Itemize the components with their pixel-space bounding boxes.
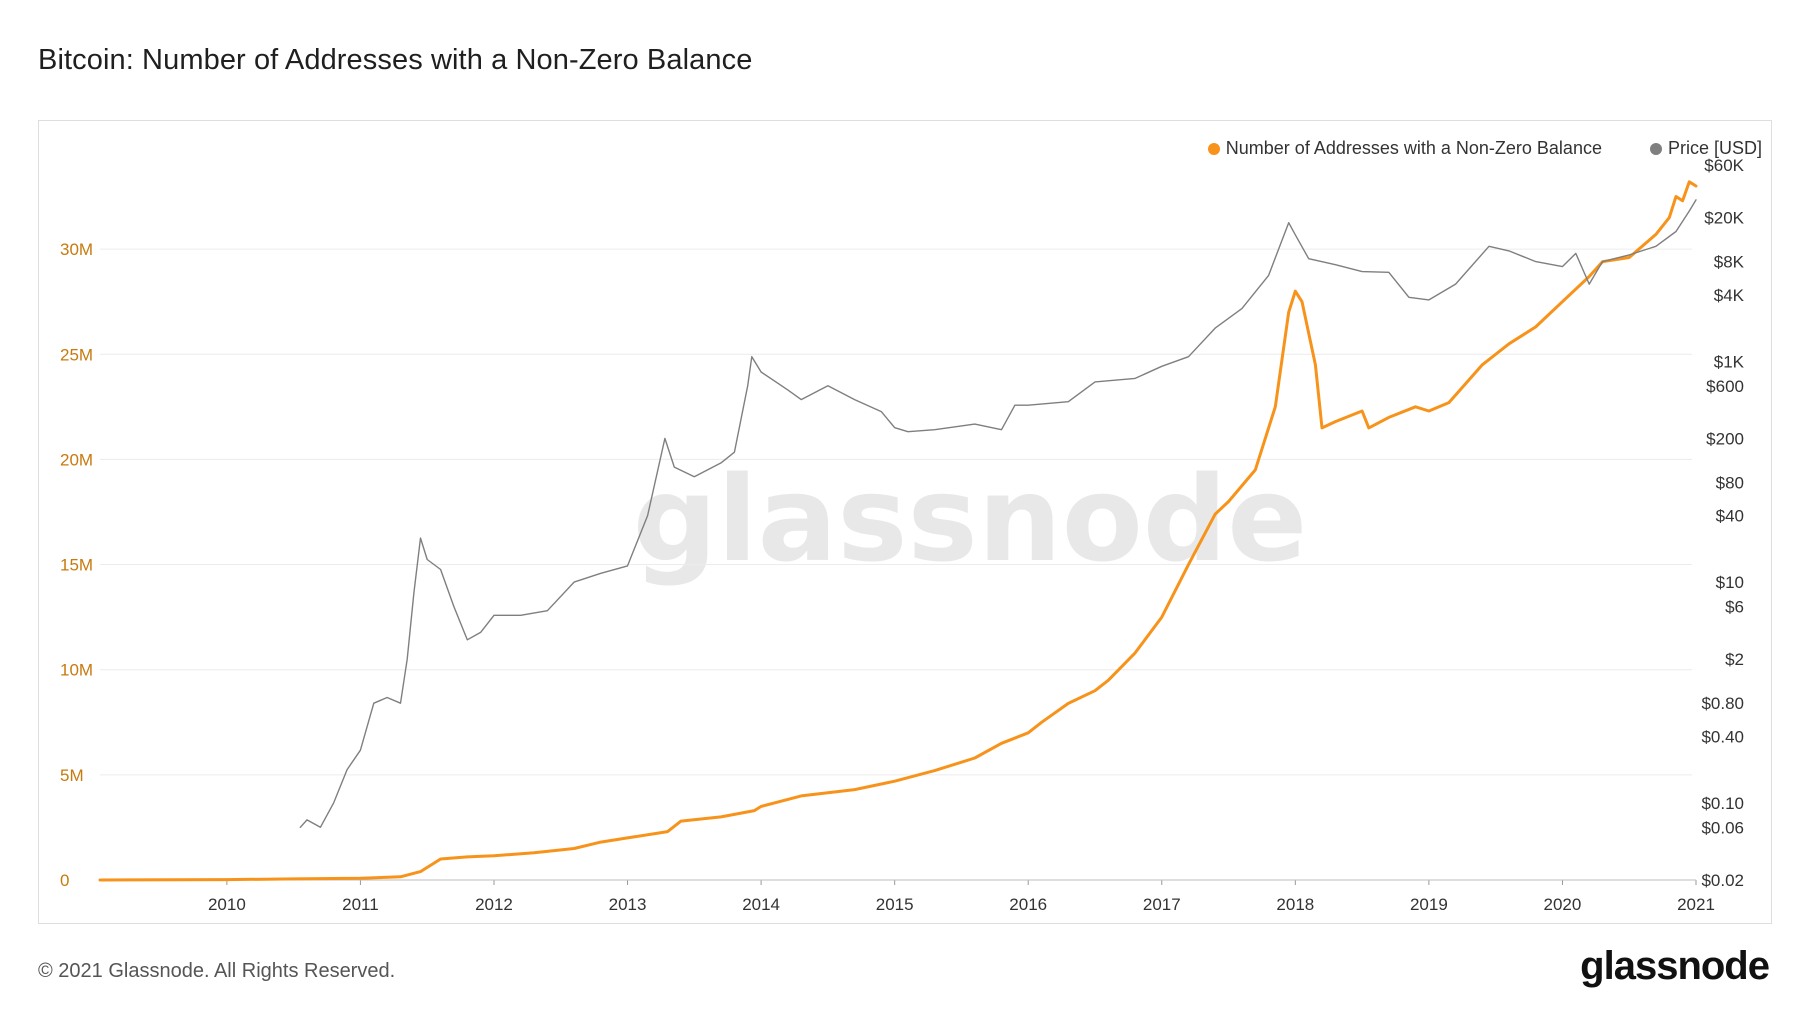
y-right-tick-label: $10 bbox=[1716, 573, 1744, 592]
y-left-tick-label: 10M bbox=[60, 661, 93, 680]
legend-item-addresses[interactable]: Number of Addresses with a Non-Zero Bala… bbox=[1207, 138, 1602, 159]
y-right-tick-label: $0.06 bbox=[1701, 818, 1744, 837]
y-right-tick-label: $200 bbox=[1706, 429, 1744, 448]
x-tick-label: 2021 bbox=[1677, 895, 1715, 914]
y-left-tick-label: 0 bbox=[60, 871, 69, 890]
x-tick-label: 2020 bbox=[1544, 895, 1582, 914]
x-tick-label: 2013 bbox=[609, 895, 647, 914]
y-right-tick-label: $4K bbox=[1714, 286, 1745, 305]
footer-copyright: © 2021 Glassnode. All Rights Reserved. bbox=[38, 960, 396, 982]
y-left-tick-label: 20M bbox=[60, 450, 93, 469]
y-right-tick-label: $80 bbox=[1716, 473, 1744, 492]
legend-label-addresses: Number of Addresses with a Non-Zero Bala… bbox=[1225, 138, 1602, 158]
watermark-text: glassnode bbox=[633, 450, 1308, 588]
y-left-tick-label: 5M bbox=[60, 766, 84, 785]
y-left-tick-label: 30M bbox=[60, 240, 93, 259]
x-tick-label: 2012 bbox=[475, 895, 513, 914]
footer-logo: glassnode bbox=[1580, 944, 1770, 988]
y-left-tick-label: 25M bbox=[60, 345, 93, 364]
y-right-tick-label: $20K bbox=[1704, 209, 1744, 228]
y-right-tick-label: $40 bbox=[1716, 507, 1744, 526]
x-tick-label: 2017 bbox=[1143, 895, 1181, 914]
x-tick-label: 2015 bbox=[876, 895, 914, 914]
legend-item-price[interactable]: Price [USD] bbox=[1649, 138, 1762, 159]
y-right-tick-label: $2 bbox=[1725, 650, 1744, 669]
x-tick-label: 2016 bbox=[1009, 895, 1047, 914]
x-tick-label: 2018 bbox=[1276, 895, 1314, 914]
series-line-addresses bbox=[98, 180, 1698, 882]
legend-label-price: Price [USD] bbox=[1667, 138, 1762, 158]
x-tick-label: 2010 bbox=[208, 895, 246, 914]
y-right-tick-label: $0.40 bbox=[1701, 727, 1744, 746]
legend-dot-gray bbox=[1649, 142, 1662, 155]
x-tick-label: 2014 bbox=[742, 895, 780, 914]
legend-dot-orange bbox=[1207, 142, 1220, 155]
x-tick-label: 2011 bbox=[342, 895, 379, 914]
y-right-tick-label: $0.80 bbox=[1701, 694, 1744, 713]
y-right-tick-label: $1K bbox=[1714, 352, 1745, 371]
y-right-tick-label: $60K bbox=[1704, 156, 1744, 175]
y-right-tick-label: $8K bbox=[1714, 253, 1745, 272]
y-right-tick-label: $0.10 bbox=[1701, 794, 1744, 813]
y-right-tick-label: $6 bbox=[1725, 598, 1744, 617]
y-left-tick-label: 15M bbox=[60, 556, 93, 575]
y-right-tick-label: $600 bbox=[1706, 377, 1744, 396]
series-line-price bbox=[299, 199, 1697, 828]
y-right-tick-label: $0.02 bbox=[1701, 871, 1744, 890]
chart-title: Bitcoin: Number of Addresses with a Non-… bbox=[38, 44, 753, 76]
x-tick-label: 2019 bbox=[1410, 895, 1448, 914]
chart-legend: Number of Addresses with a Non-Zero Bala… bbox=[1207, 138, 1762, 159]
